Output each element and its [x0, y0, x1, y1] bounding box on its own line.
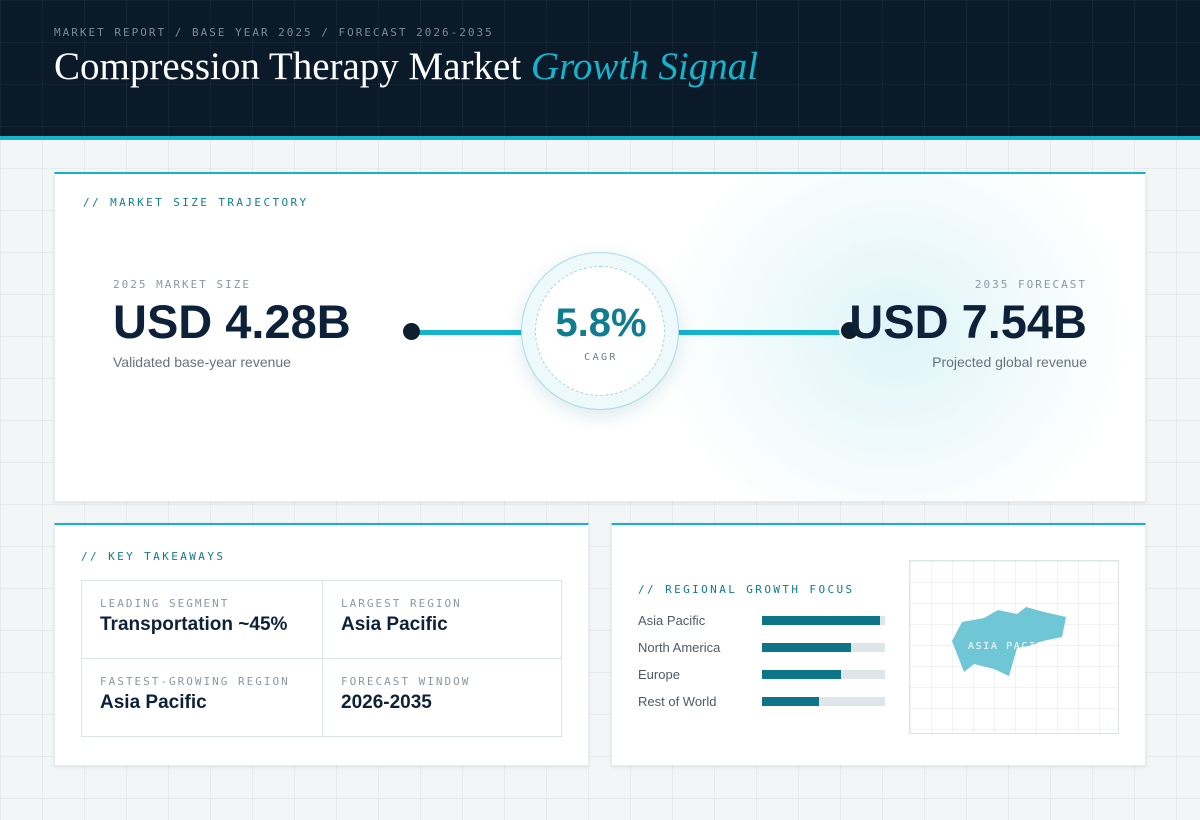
background-glow — [655, 174, 1135, 501]
region-name: North America — [638, 640, 721, 655]
takeaways-grid: LEADING SEGMENT Transportation ~45% LARG… — [81, 580, 562, 737]
takeaway-value: 2026-2035 — [341, 692, 432, 713]
region-bar-track — [762, 670, 885, 679]
market-size-trajectory-card: // MARKET SIZE TRAJECTORY 2025 MARKET SI… — [54, 172, 1146, 502]
region-name: Rest of World — [638, 694, 717, 709]
regional-growth-card: // REGIONAL GROWTH FOCUS Asia Pacific No… — [611, 523, 1146, 766]
start-value: USD 4.28B — [113, 295, 351, 348]
takeaway-largest-region: LARGEST REGION Asia Pacific — [322, 581, 562, 659]
region-map: ASIA PACIFIC — [909, 560, 1119, 734]
end-subtitle: Projected global revenue — [932, 354, 1087, 370]
cagr-inner-ring: 5.8% CAGR — [535, 266, 665, 396]
takeaways-section-label: // KEY TAKEAWAYS — [81, 550, 226, 563]
asia-pacific-map-shape — [952, 607, 1066, 676]
region-bar-track — [762, 616, 885, 625]
page-title: Compression Therapy Market Growth Signal — [54, 44, 758, 89]
region-bar-fill — [762, 616, 881, 625]
page-title-accent: Growth Signal — [530, 45, 759, 88]
takeaway-caption: LEADING SEGMENT — [100, 597, 230, 610]
end-value: USD 7.54B — [849, 295, 1087, 348]
map-region-label: ASIA PACIFIC — [968, 641, 1060, 652]
region-bar-track — [762, 697, 885, 706]
cagr-label: CAGR — [584, 352, 618, 363]
cagr-value: 5.8% — [555, 301, 647, 345]
region-name: Europe — [638, 667, 680, 682]
region-bar-fill — [762, 670, 841, 679]
takeaway-leading-segment: LEADING SEGMENT Transportation ~45% — [82, 581, 322, 659]
cagr-badge: 5.8% CAGR — [521, 252, 679, 410]
start-dot — [403, 323, 420, 340]
takeaway-value: Transportation ~45% — [100, 614, 288, 635]
end-dot — [839, 320, 860, 341]
takeaway-caption: FASTEST-GROWING REGION — [100, 675, 290, 688]
takeaway-value: Asia Pacific — [100, 692, 207, 713]
region-name: Asia Pacific — [638, 613, 706, 628]
takeaway-caption: LARGEST REGION — [341, 597, 462, 610]
key-takeaways-card: // KEY TAKEAWAYS LEADING SEGMENT Transpo… — [54, 523, 589, 766]
takeaway-forecast-window: FORECAST WINDOW 2026-2035 — [322, 658, 562, 736]
breadcrumb: MARKET REPORT / BASE YEAR 2025 / FORECAS… — [54, 26, 494, 39]
takeaway-caption: FORECAST WINDOW — [341, 675, 471, 688]
region-bar-track — [762, 643, 885, 652]
takeaway-fastest-growing-region: FASTEST-GROWING REGION Asia Pacific — [82, 658, 322, 736]
takeaway-value: Asia Pacific — [341, 614, 448, 635]
start-subtitle: Validated base-year revenue — [113, 354, 291, 370]
regional-section-label: // REGIONAL GROWTH FOCUS — [638, 583, 855, 596]
page-title-main: Compression Therapy Market — [54, 45, 522, 88]
end-caption: 2035 FORECAST — [974, 278, 1087, 291]
start-caption: 2025 MARKET SIZE — [113, 278, 251, 291]
report-header: MARKET REPORT / BASE YEAR 2025 / FORECAS… — [0, 0, 1200, 140]
trajectory-section-label: // MARKET SIZE TRAJECTORY — [83, 196, 309, 209]
region-bar-fill — [762, 643, 851, 652]
region-bar-fill — [762, 697, 819, 706]
